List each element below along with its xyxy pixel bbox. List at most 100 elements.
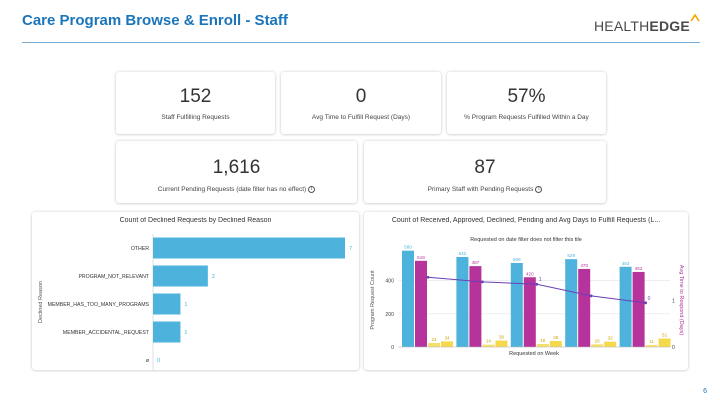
bar-value-label: 11 [649,339,654,344]
category-label: OTHER [131,246,149,252]
avg-days-point[interactable] [589,294,593,298]
weekly-requests-chart: Requested on date filter does not filter… [370,237,684,357]
received-bar[interactable] [402,250,414,347]
kpi-label: Avg Time to Fulfill Request (Days) [311,114,411,121]
kpi-avg-time: 0 Avg Time to Fulfill Request (Days) [281,72,441,134]
kpi-value: 0 [355,86,367,107]
declined-bar[interactable] [153,321,181,343]
avg-days-point[interactable] [481,280,484,284]
healthedge-logo: HEALTHEDGE [594,14,700,34]
pending-bar[interactable] [495,340,508,347]
category-label: MEMBER_HAS_TOO_MANY_PROGRAMS [48,302,150,308]
slide-title: Care Program Browse & Enroll - Staff [22,12,288,29]
category-label: PROGRAM_NOT_RELEVANT [78,274,149,280]
bar-value-label: 34 [444,335,450,340]
bar-value-label: 1 [184,302,187,308]
approved-bar[interactable] [632,271,645,347]
chart-title: Count of Declined Requests by Declined R… [119,217,272,224]
kpi-label: Staff Fulfilling Requests [161,114,230,121]
kpi-value: 87 [474,157,496,178]
kpi-label: Current Pending Requests (date filter ha… [157,186,307,194]
bar-value-label: 36 [553,335,559,340]
declined-bar[interactable] [428,343,440,347]
info-icon[interactable]: i [308,186,316,193]
pending-bar[interactable] [658,338,671,347]
kpi-value: 57% [507,86,546,107]
approved-bar[interactable] [523,277,536,347]
bar-value-label: 51 [662,333,668,338]
avg-days-point[interactable] [426,275,430,279]
logo-text-edge: EDGE [649,18,690,34]
bar-value-label: 487 [472,260,480,265]
pending-bar[interactable] [549,341,562,347]
received-bar[interactable] [619,266,632,347]
bar-value-label: 580 [404,245,412,250]
pending-bar[interactable] [604,341,617,347]
declined-bar[interactable] [645,345,658,347]
y-tick-label: 0 [391,345,394,351]
bar-value-label: 452 [635,266,643,271]
kpi-pending: 1,616 Current Pending Requests (date fil… [116,141,357,203]
avg-days-label: 0 [648,296,651,302]
declined-bar[interactable] [591,344,604,347]
declined-bar[interactable] [153,265,208,287]
y-axis-title: Declined Reason [38,281,44,323]
avg-days-label: 1 [539,277,542,283]
category-label: ø [146,358,150,364]
bar-value-label: 32 [608,336,614,341]
kpi-value: 1,616 [212,157,261,178]
x-axis-title: Requested on Week [509,351,559,357]
bar-value-label: 16 [595,338,601,343]
declined-reason-chart: Declined Reason OTHER 7 PROGRAM_NOT_RELEVAN… [38,234,352,370]
bar-value-label: 506 [513,257,521,262]
declined-bar[interactable] [153,237,345,259]
approved-bar[interactable] [415,260,427,347]
logo-text-health: HEALTH [594,18,650,34]
bar-value-label: 2 [212,274,215,280]
received-bar[interactable] [456,256,469,347]
weekly-requests-chart-card: Count of Received, Approved, Declined, P… [364,212,688,370]
kpi-staff-pending: 87 Primary Staff with Pending Requests i [364,141,606,203]
bar-value-label: 14 [486,339,492,344]
approved-bar[interactable] [578,268,591,347]
received-bar[interactable] [565,259,578,347]
bar-value-label: 519 [417,255,425,260]
logo-mark-icon [690,14,700,22]
pending-bar[interactable] [441,341,453,347]
page-number: 6 [703,388,707,395]
approved-bar[interactable] [469,266,482,347]
kpi-value: 152 [179,86,212,107]
kpi-label-row: Primary Staff with Pending Requests i [364,186,606,193]
chart-title: Count of Received, Approved, Declined, P… [391,217,661,224]
y-axis-title: Program Request Count [370,270,376,330]
info-icon[interactable]: i [535,186,543,193]
avg-days-point[interactable] [644,301,647,305]
kpi-label: Primary Staff with Pending Requests [427,186,534,194]
category-label: MEMBER_ACCIDENTAL_REQUEST [63,330,150,336]
declined-bar[interactable] [153,293,181,315]
kpi-label-row: Current Pending Requests (date filter ha… [116,186,357,193]
bar-value-label: 18 [540,338,546,343]
y2-axis-title: Avg Time to Respond (Days) [678,265,684,335]
y-tick-label: 200 [385,312,394,318]
bar-value-label: 39 [499,335,505,340]
avg-days-point[interactable] [535,282,539,286]
y2-tick-label: 1 [672,299,675,305]
kpi-staff-fulfilling: 152 Staff Fulfilling Requests [116,72,275,134]
bar-value-label: 529 [567,253,575,258]
kpi-pct-fulfilled: 57% % Program Requests Fulfilled Within … [447,72,606,134]
bar-value-label: 470 [580,263,588,268]
title-divider [22,42,700,43]
kpi-label: % Program Requests Fulfilled Within a Da… [464,114,589,121]
bar-value-label: 542 [459,251,467,256]
bar-value-label: 1 [184,330,187,336]
declined-bar[interactable] [536,344,549,347]
declined-reason-chart-card: Count of Declined Requests by Declined R… [32,212,359,370]
chart-subtitle: Requested on date filter does not filter… [470,237,582,243]
y-tick-label: 400 [385,279,394,285]
bar-value-label: 24 [431,337,437,342]
declined-bar[interactable] [482,344,495,347]
bar-value-label: 7 [349,246,352,252]
received-bar[interactable] [510,262,523,347]
y2-tick-label: 0 [672,345,675,351]
